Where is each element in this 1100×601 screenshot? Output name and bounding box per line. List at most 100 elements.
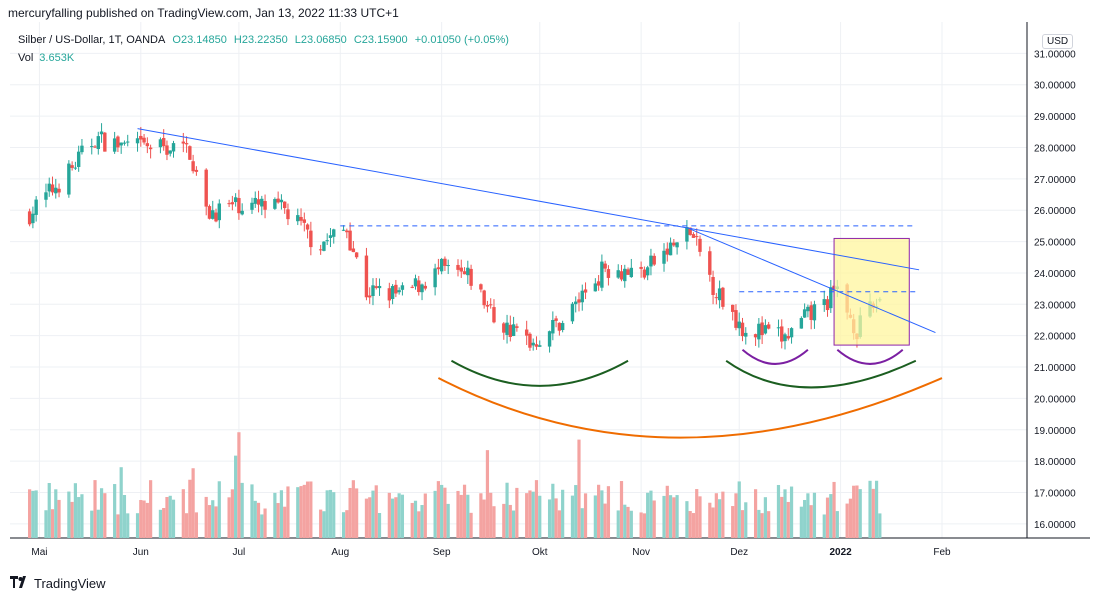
candle-body <box>341 229 346 231</box>
candle-body <box>786 336 790 339</box>
candle <box>211 200 215 220</box>
highlight-box <box>833 237 910 346</box>
volume-bar <box>34 490 38 538</box>
candle <box>645 265 650 281</box>
candle-body <box>528 333 532 348</box>
brand-name: TradingView <box>34 576 106 591</box>
candle <box>184 136 189 153</box>
volume-bar <box>191 468 195 538</box>
candle <box>377 278 382 296</box>
volume-bar <box>871 488 875 538</box>
volume-bar <box>593 495 597 538</box>
candle-body <box>325 240 329 242</box>
candle-body <box>492 307 496 323</box>
volume-bar <box>256 502 261 538</box>
volume-bar <box>364 498 369 538</box>
candle <box>675 242 679 255</box>
candle-body <box>211 210 215 219</box>
candle <box>547 330 552 353</box>
candle-body <box>456 264 460 270</box>
volume-bar <box>355 488 359 538</box>
candle <box>318 244 323 255</box>
volume-bar <box>397 493 401 538</box>
volume-legend: Vol 3.653K <box>18 52 74 64</box>
candle-body <box>34 199 38 215</box>
candle-body <box>217 203 221 221</box>
candle-body <box>345 230 349 233</box>
candle <box>802 303 807 318</box>
green-cup-arc-right <box>725 359 917 389</box>
candle-body <box>207 206 212 219</box>
candle-body <box>142 137 146 143</box>
symbol-legend: Silber / US-Dollar, 1T, OANDA O23.14850 … <box>18 34 513 46</box>
volume-bar <box>96 509 100 538</box>
candle-body <box>322 241 326 251</box>
volume-bar <box>90 510 94 538</box>
candle <box>672 238 676 247</box>
candle-body <box>469 268 473 286</box>
volume-bar <box>525 493 529 538</box>
candle-body <box>253 197 257 204</box>
candle <box>662 243 666 272</box>
candle-body <box>717 288 722 301</box>
candle-body <box>139 135 143 140</box>
volume-bar <box>207 505 212 538</box>
candle <box>639 261 643 278</box>
candle <box>276 191 280 204</box>
candle <box>629 258 634 278</box>
candle-body <box>626 269 630 275</box>
volume-bar <box>757 509 761 538</box>
candle <box>780 319 784 349</box>
volume-bar <box>538 495 542 538</box>
high-value: H23.22350 <box>233 34 288 46</box>
volume-bar <box>368 497 372 538</box>
candle <box>466 260 470 285</box>
candle <box>528 332 532 351</box>
candle <box>554 315 558 328</box>
volume-bar <box>341 512 346 538</box>
candle <box>413 274 418 290</box>
candle <box>783 332 787 350</box>
volume-bar <box>126 513 130 538</box>
candle-body <box>557 322 562 331</box>
volume-bar <box>325 490 329 538</box>
volume-bar <box>194 512 198 538</box>
symbol-name: Silber / US-Dollar, 1T, OANDA <box>18 34 166 46</box>
candle <box>67 160 71 198</box>
candle <box>668 237 673 256</box>
volume-bar <box>829 494 833 538</box>
candle <box>809 301 813 330</box>
currency-badge[interactable]: USD <box>1042 34 1074 49</box>
volume-bar <box>204 496 208 538</box>
candle <box>786 328 790 341</box>
volume-bar <box>28 489 32 538</box>
tradingview-branding[interactable]: TradingView <box>10 576 106 591</box>
candle <box>600 254 604 292</box>
volume-bar <box>685 501 689 538</box>
candle <box>557 322 562 336</box>
candle-body <box>410 286 414 288</box>
candle-body <box>551 320 555 334</box>
candle <box>593 278 598 292</box>
candle-body <box>70 165 74 168</box>
candle <box>649 248 653 276</box>
candle-body <box>318 249 323 251</box>
candle-body <box>721 287 725 307</box>
candle-body <box>433 268 437 288</box>
volume-bar <box>776 484 781 538</box>
candle <box>119 142 123 154</box>
candle <box>744 327 748 345</box>
volume-bar <box>485 450 490 538</box>
candle <box>322 241 326 252</box>
candle-body <box>191 161 195 172</box>
candle-body <box>443 258 447 266</box>
candle-body <box>649 255 653 267</box>
volume-bar <box>469 512 473 538</box>
candle-body <box>299 216 303 221</box>
candle-body <box>560 323 565 331</box>
candle <box>400 282 405 296</box>
volume-bar <box>250 484 254 538</box>
candle-body <box>675 242 679 248</box>
candle <box>31 206 35 229</box>
